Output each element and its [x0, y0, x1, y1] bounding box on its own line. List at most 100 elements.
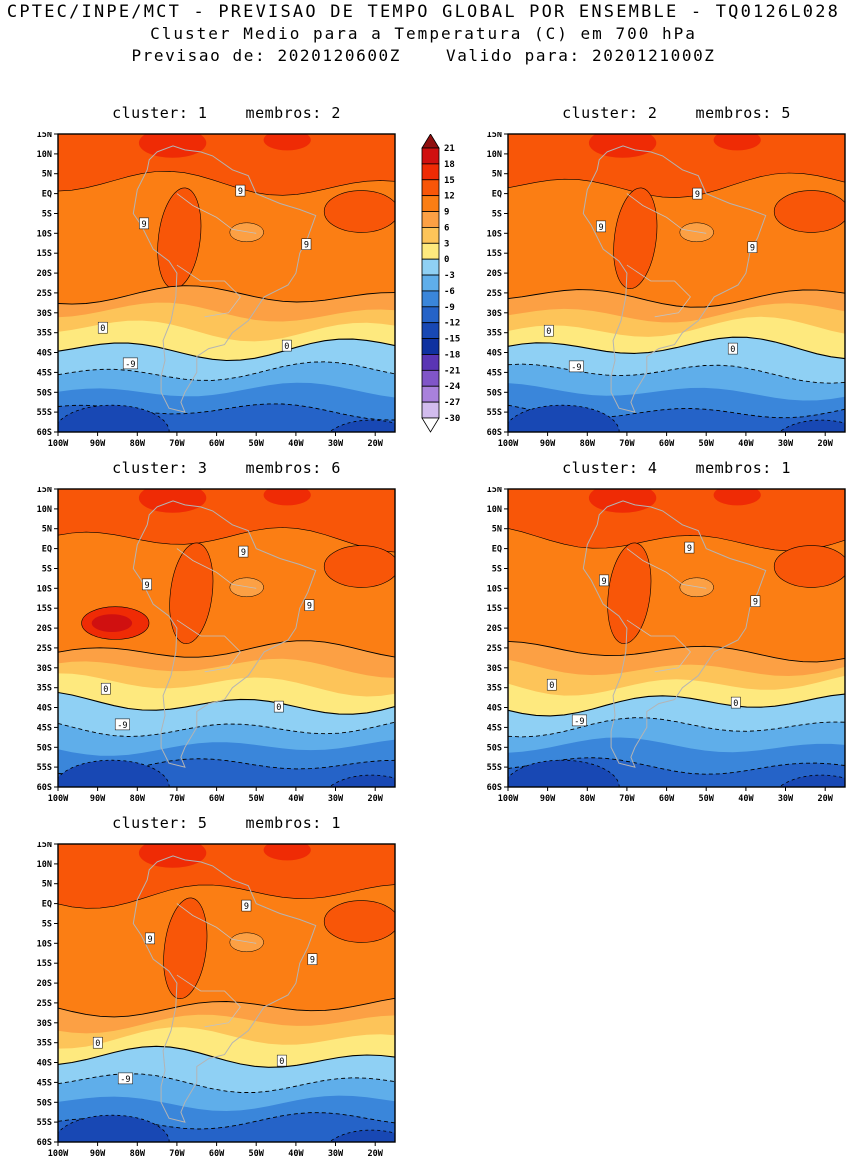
lat-tick-label: 5N — [42, 880, 52, 890]
lat-tick-label: 45S — [37, 723, 52, 733]
colorbar-level-label: -18 — [444, 351, 460, 361]
lat-tick-label: 35S — [37, 329, 52, 339]
map-frame — [57, 843, 396, 1143]
coastline — [132, 855, 317, 1123]
contour-label: -9 — [571, 363, 581, 373]
lon-tick-label: 70W — [169, 1149, 185, 1158]
lat-tick-label: 40S — [487, 349, 502, 359]
country-borders — [626, 193, 707, 234]
lat-tick-label: 50S — [487, 388, 502, 398]
lat-tick-label: 15N — [487, 132, 502, 140]
lon-tick-label: 70W — [619, 794, 635, 803]
lat-tick-label: 15N — [37, 842, 52, 850]
colorbar-level-label: -30 — [444, 414, 460, 424]
contour-label: 9 — [310, 956, 315, 966]
lat-tick-label: 60S — [487, 783, 502, 793]
lat-tick-label: 50S — [37, 388, 52, 398]
colorbar-level-label: 0 — [444, 255, 449, 265]
contour-label: 9 — [598, 223, 603, 233]
chart-subtitle: Cluster Medio para a Temperatura (C) em … — [150, 24, 697, 43]
lon-tick-label: 20W — [368, 794, 384, 803]
map-cluster-3: 9 9 9 0 0 -9 15N 10N 5N EQ 5S 10S 15S 20S 25S 30S 35S 40S… — [37, 487, 396, 803]
lat-tick-label: 60S — [37, 783, 52, 793]
lon-tick-label: 20W — [818, 439, 834, 448]
lat-tick-label: 40S — [37, 1059, 52, 1069]
cluster-panel-3: cluster: 3 membros: 6 9 9 9 0 0 -9 15N 10N 5N EQ 5… — [26, 459, 397, 803]
lon-tick-label: 90W — [540, 794, 556, 803]
lon-tick-label: 90W — [90, 794, 106, 803]
lon-tick-label: 40W — [738, 794, 754, 803]
map-holder-cluster-1: 9 9 9 0 0 -9 15N 10N 5N EQ 5S 10S 15S 20S 25S 30S 35S 40S… — [26, 132, 397, 448]
lat-tick-label: 15N — [37, 132, 52, 140]
lat-tick-label: 25S — [487, 644, 502, 654]
lon-tick-label: 90W — [90, 1149, 106, 1158]
lat-tick-label: 20S — [487, 624, 502, 634]
lon-tick-label: 80W — [580, 794, 596, 803]
contour-label: 9 — [304, 241, 309, 251]
lat-tick-label: 45S — [487, 723, 502, 733]
country-borders — [176, 619, 241, 673]
lat-tick-label: 5N — [42, 525, 52, 535]
temperature-field: 9 9 9 0 0 -9 — [508, 489, 845, 787]
lat-tick-label: 25S — [37, 999, 52, 1009]
lon-tick-label: 40W — [288, 794, 304, 803]
coastline — [132, 145, 317, 413]
lon-tick-label: 60W — [209, 794, 225, 803]
lat-tick-label: 5S — [492, 565, 502, 575]
lat-tick-label: 50S — [37, 743, 52, 753]
coastline — [132, 500, 317, 768]
contour-label: 0 — [95, 1039, 100, 1049]
lat-tick-label: 10S — [37, 229, 52, 239]
lat-tick-label: 40S — [37, 704, 52, 714]
lat-tick-label: 5N — [492, 525, 502, 535]
lon-tick-label: 50W — [699, 794, 715, 803]
colorbar-scale: 21 18 15 12 9 6 3 0 -3 -6 -9 -12 -15 -18 -21 -24 -27 -30 — [421, 133, 461, 433]
map-holder-cluster-5: 9 9 9 0 0 -9 15N 10N 5N EQ 5S 10S 15S 20S 25S 30S 35S 40S… — [26, 842, 397, 1158]
lat-tick-label: 30S — [37, 664, 52, 674]
lon-tick-label: 90W — [90, 439, 106, 448]
coastline — [582, 145, 767, 413]
lon-tick-label: 100W — [48, 1149, 69, 1158]
map-holder-cluster-3: 9 9 9 0 0 -9 15N 10N 5N EQ 5S 10S 15S 20S 25S 30S 35S 40S… — [26, 487, 397, 803]
colorbar-level-label: -3 — [444, 271, 455, 281]
lat-tick-label: 45S — [487, 368, 502, 378]
contour-label: 9 — [241, 548, 246, 558]
lon-tick-label: 70W — [619, 439, 635, 448]
cluster-panel-4: cluster: 4 membros: 1 9 9 9 0 0 -9 15N 10N 5N EQ 5… — [476, 459, 847, 803]
map-cluster-2: 9 9 9 0 0 -9 15N 10N 5N EQ 5S 10S 15S 20S 25S 30S 35S 40S… — [487, 132, 846, 448]
lon-tick-label: 50W — [699, 439, 715, 448]
colorbar-level-label: -24 — [444, 382, 461, 392]
panel-title-cluster-2: cluster: 2 membros: 5 — [562, 104, 791, 122]
panel-title-cluster-3: cluster: 3 membros: 6 — [112, 459, 341, 477]
lon-tick-label: 100W — [498, 439, 519, 448]
lat-tick-label: 40S — [37, 349, 52, 359]
contour-label: 9 — [238, 187, 243, 197]
contour-label: 0 — [103, 685, 108, 695]
contour-label: 9 — [753, 598, 758, 608]
contour-label: 0 — [549, 681, 554, 691]
lat-tick-label: 20S — [487, 269, 502, 279]
lat-tick-label: 30S — [487, 664, 502, 674]
country-borders — [626, 264, 691, 318]
contour-label: 9 — [144, 581, 149, 591]
lat-tick-label: 25S — [487, 289, 502, 299]
contour-label: 0 — [546, 327, 551, 337]
colorbar-level-label: -15 — [444, 335, 460, 345]
cluster-panel-1: cluster: 1 membros: 2 9 9 9 0 0 -9 15N 10N 5N EQ 5… — [26, 104, 397, 448]
colorbar-level-label: 12 — [444, 192, 455, 202]
lat-tick-label: EQ — [42, 190, 52, 200]
lon-tick-label: 30W — [328, 1149, 344, 1158]
lat-tick-label: 30S — [37, 1019, 52, 1029]
lat-tick-label: 20S — [37, 624, 52, 634]
lat-tick-label: 20S — [37, 269, 52, 279]
lat-tick-label: 55S — [487, 408, 502, 418]
lat-tick-label: 15S — [37, 604, 52, 614]
lat-tick-label: 10N — [487, 150, 502, 160]
map-frame — [57, 488, 396, 788]
lon-tick-label: 30W — [778, 439, 794, 448]
lat-tick-label: 35S — [487, 329, 502, 339]
lon-tick-label: 60W — [659, 439, 675, 448]
main-title: CPTEC/INPE/MCT - PREVISAO DE TEMPO GLOBA… — [6, 2, 841, 22]
lon-tick-label: 100W — [498, 794, 519, 803]
lat-tick-label: 25S — [37, 644, 52, 654]
